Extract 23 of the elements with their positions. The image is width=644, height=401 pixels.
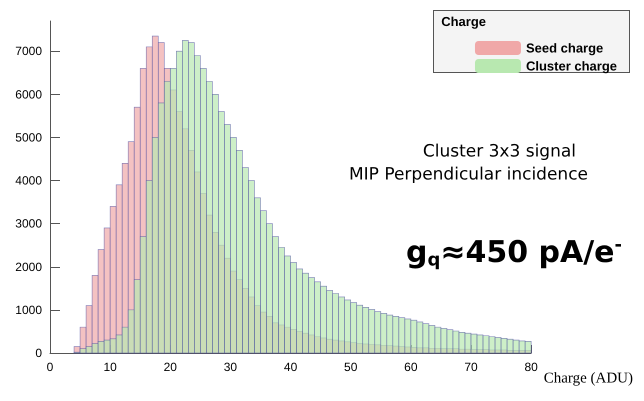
y-tick-label: 3000: [15, 216, 42, 231]
x-tick-label: 40: [284, 360, 298, 374]
y-tick-label: 2000: [15, 260, 42, 274]
y-tick-label: 4000: [15, 174, 42, 188]
legend-label: Cluster charge: [526, 58, 618, 74]
y-tick-label: 0: [35, 346, 42, 360]
x-tick-label: 60: [404, 360, 418, 374]
annotation: Cluster 3x3 signal: [422, 142, 576, 162]
legend-title: Charge: [441, 14, 486, 29]
x-tick-label: 50: [344, 360, 358, 374]
x-tick-label: 70: [464, 360, 478, 374]
legend-label: Seed charge: [526, 40, 604, 56]
y-tick-label: 7000: [15, 44, 42, 58]
y-tick-label: 5000: [15, 130, 42, 144]
annotation: MIP Perpendicular incidence: [348, 164, 588, 184]
y-tick-label: 1000: [15, 302, 42, 317]
x-tick-label: 30: [224, 360, 238, 374]
y-tick-label: 6000: [15, 87, 42, 102]
x-tick-label: 20: [164, 360, 178, 374]
x-axis-title: Charge (ADU): [544, 370, 633, 386]
x-tick-label: 10: [103, 360, 118, 374]
x-tick-label: 80: [524, 360, 538, 374]
x-tick-label: 0: [46, 360, 54, 374]
